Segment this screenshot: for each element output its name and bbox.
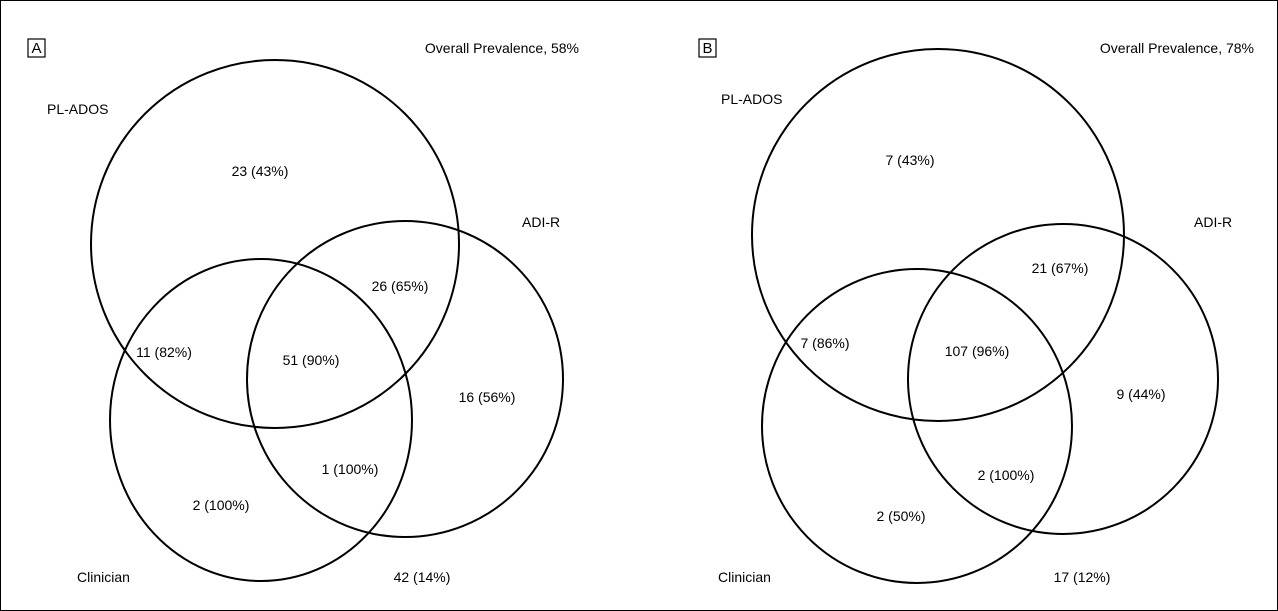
panel-b-region-pl-ados-only: 7 (43%) xyxy=(885,152,934,168)
panel-b-pl-ados-circle xyxy=(751,48,1125,422)
panel-b-region-adi-r-only: 9 (44%) xyxy=(1116,386,1165,402)
panel-b-region-pl-ados-adi-r: 21 (67%) xyxy=(1032,260,1089,276)
panel-b-region-pl-ados-clinician: 7 (86%) xyxy=(800,335,849,351)
panel-a-clinician-circle xyxy=(109,258,413,582)
panel-b-region-none: 17 (12%) xyxy=(1054,569,1111,585)
panel-b-region-adi-r-clinician: 2 (100%) xyxy=(978,467,1035,483)
panel-a-region-all-three: 51 (90%) xyxy=(283,352,340,368)
panel-a-region-clinician-only: 2 (100%) xyxy=(193,497,250,513)
panel-b-pl-ados-label: PL-ADOS xyxy=(721,91,782,107)
panel-b-letter-box xyxy=(698,38,717,58)
panel-a-pl-ados-label: PL-ADOS xyxy=(47,101,108,117)
panel-a-clinician-label: Clinician xyxy=(77,569,130,585)
panel-a-region-adi-r-only: 16 (56%) xyxy=(459,389,516,405)
panel-b-clinician-label: Clinician xyxy=(718,569,771,585)
panel-b-prevalence: Overall Prevalence, 78% xyxy=(1100,40,1254,56)
panel-b-region-all-three: 107 (96%) xyxy=(945,343,1010,359)
panel-a-adi-r-label: ADI-R xyxy=(522,214,560,230)
panel-b-region-clinician-only: 2 (50%) xyxy=(876,508,925,524)
panel-b-letter: B xyxy=(702,40,712,57)
panel-b: B Overall Prevalence, 78% PL-ADOS ADI-R … xyxy=(698,38,1254,585)
panel-a-region-pl-ados-only: 23 (43%) xyxy=(232,163,289,179)
panel-b-adi-r-label: ADI-R xyxy=(1194,214,1232,230)
panel-b-clinician-circle xyxy=(761,268,1073,584)
panel-a-letter-box xyxy=(27,38,46,58)
panel-a-adi-r-circle xyxy=(246,220,564,538)
panel-a-letter: A xyxy=(31,40,41,57)
panel-a-pl-ados-circle xyxy=(90,59,460,429)
panel-a-region-none: 42 (14%) xyxy=(394,569,451,585)
panel-a-region-pl-ados-adi-r: 26 (65%) xyxy=(372,278,429,294)
panel-a-region-pl-ados-clinician: 11 (82%) xyxy=(136,344,192,360)
panel-a: A Overall Prevalence, 58% PL-ADOS ADI-R … xyxy=(27,38,579,585)
panel-b-adi-r-circle xyxy=(907,223,1219,535)
panel-a-region-adi-r-clinician: 1 (100%) xyxy=(322,461,379,477)
panel-a-prevalence: Overall Prevalence, 58% xyxy=(425,40,579,56)
